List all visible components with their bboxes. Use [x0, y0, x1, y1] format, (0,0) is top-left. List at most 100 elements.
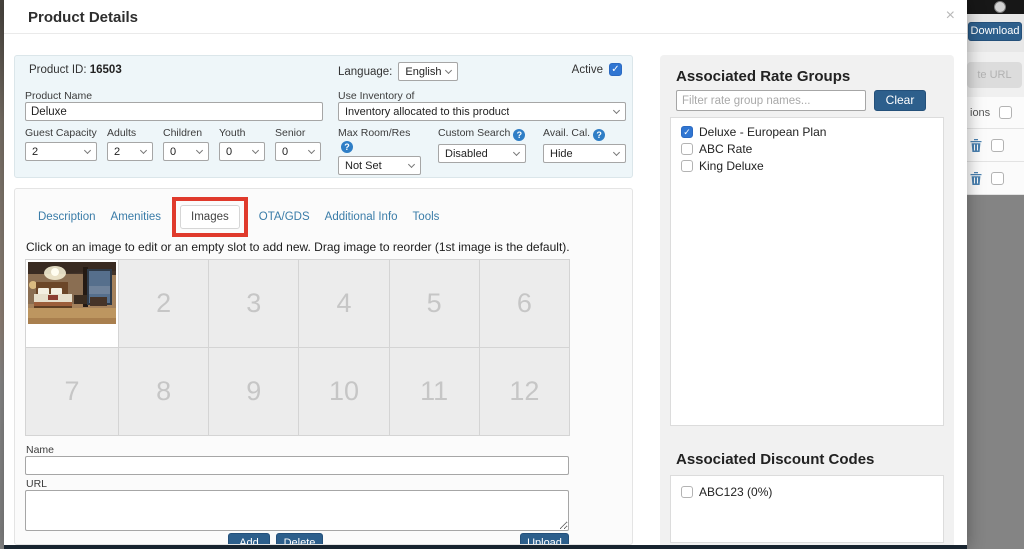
image-url-label: URL: [26, 478, 48, 490]
tab-amenities[interactable]: Amenities: [110, 211, 162, 223]
background-navbar: [967, 0, 1024, 14]
chevron-down-icon: [512, 148, 521, 156]
use-inventory-label: Use Inventory of: [338, 90, 415, 102]
image-slot-8[interactable]: 8: [119, 348, 209, 435]
chevron-down-icon: [612, 148, 621, 156]
image-slot-grid: 2 3 4 5 6 7 8 9 10 11 12: [25, 259, 570, 436]
rate-groups-list: Deluxe - European Plan ABC Rate King Del…: [670, 117, 944, 426]
tab-additional-info[interactable]: Additional Info: [324, 211, 398, 223]
rate-group-label: ABC Rate: [699, 142, 753, 156]
product-id-value: 16503: [89, 64, 122, 76]
rate-group-item[interactable]: ABC Rate: [671, 141, 943, 158]
use-inventory-select[interactable]: Inventory allocated to this product: [338, 102, 626, 121]
image-slot-1[interactable]: [26, 260, 118, 347]
associations-panel: Associated Rate Groups Clear Deluxe - Eu…: [660, 55, 954, 549]
chevron-down-icon: [139, 146, 148, 154]
image-slot-10[interactable]: 10: [299, 348, 389, 435]
image-slot-11[interactable]: 11: [389, 348, 479, 435]
avatar[interactable]: [994, 1, 1006, 13]
max-room-res-select[interactable]: Not Set: [338, 156, 421, 175]
custom-search-select[interactable]: Disabled: [438, 144, 526, 163]
close-icon[interactable]: ×: [945, 7, 955, 24]
max-room-res-label: Max Room/Res?: [338, 127, 411, 153]
download-button[interactable]: Download: [968, 22, 1022, 41]
header-divider: [4, 33, 967, 34]
background-page-sliver-left: [0, 0, 4, 549]
image-slot-7[interactable]: 7: [26, 348, 118, 435]
rate-group-item[interactable]: King Deluxe: [671, 158, 943, 175]
trash-icon[interactable]: [970, 138, 982, 152]
help-icon[interactable]: ?: [593, 129, 606, 141]
table-header-row: ions: [967, 97, 1024, 129]
image-url-textarea[interactable]: [25, 490, 569, 531]
language-value: English: [405, 65, 442, 78]
chevron-down-icon: [307, 146, 316, 154]
clear-button[interactable]: Clear: [874, 90, 926, 111]
active-checkbox[interactable]: [609, 63, 622, 76]
disabled-url-button: te URL: [967, 62, 1022, 88]
select-all-checkbox[interactable]: [999, 106, 1013, 119]
image-slot-2[interactable]: 2: [119, 260, 209, 347]
chevron-down-icon: [251, 146, 260, 154]
senior-select[interactable]: 0: [275, 142, 321, 161]
tab-ota-gds[interactable]: OTA/GDS: [258, 211, 310, 223]
guest-capacity-label: Guest Capacity: [25, 127, 97, 139]
use-inventory-value: Inventory allocated to this product: [345, 105, 510, 118]
rate-group-label: Deluxe - European Plan: [699, 125, 827, 139]
image-slot-3[interactable]: 3: [209, 260, 299, 347]
guest-capacity-select[interactable]: 2: [25, 142, 97, 161]
product-id: Product ID: 16503: [29, 64, 122, 76]
delete-button[interactable]: Delete: [276, 533, 323, 544]
discount-codes-list: ABC123 (0%): [670, 475, 944, 543]
image-slot-5[interactable]: 5: [389, 260, 479, 347]
upload-button[interactable]: Upload: [520, 533, 569, 544]
background-page-strip: Download te URL ions: [967, 0, 1024, 549]
help-icon[interactable]: ?: [341, 141, 353, 153]
product-id-label: Product ID:: [29, 64, 87, 76]
rate-group-filter-input[interactable]: [676, 90, 866, 111]
table-row: [967, 162, 1024, 195]
custom-search-label: Custom Search?: [438, 127, 526, 141]
trash-icon[interactable]: [970, 171, 982, 185]
image-slot-12[interactable]: 12: [479, 348, 569, 435]
youth-label: Youth: [219, 127, 246, 139]
youth-select[interactable]: 0: [219, 142, 265, 161]
help-icon[interactable]: ?: [513, 129, 526, 141]
add-button[interactable]: Add: [228, 533, 270, 544]
tab-bar: Description Amenities Images OTA/GDS Add…: [38, 197, 440, 237]
room-photo-thumbnail: [28, 262, 116, 324]
row-checkbox[interactable]: [991, 138, 1004, 152]
tab-images[interactable]: Images: [180, 205, 240, 229]
product-name-input[interactable]: [25, 102, 323, 121]
children-select[interactable]: 0: [163, 142, 209, 161]
senior-label: Senior: [275, 127, 306, 139]
discount-code-checkbox[interactable]: [681, 486, 693, 498]
image-slot-4[interactable]: 4: [299, 260, 389, 347]
product-name-label: Product Name: [25, 90, 93, 102]
product-details-modal: Product Details × Product ID: 16503 Lang…: [4, 0, 967, 549]
rate-group-checkbox[interactable]: [681, 160, 693, 172]
rate-group-label: King Deluxe: [699, 159, 764, 173]
rate-group-checkbox[interactable]: [681, 143, 693, 155]
modal-title: Product Details: [28, 9, 139, 26]
adults-select[interactable]: 2: [107, 142, 153, 161]
language-label: Language:: [338, 65, 393, 78]
chevron-down-icon: [195, 146, 204, 154]
image-name-label: Name: [26, 444, 55, 456]
discount-code-label: ABC123 (0%): [699, 485, 773, 499]
discount-code-item[interactable]: ABC123 (0%): [671, 476, 943, 501]
row-checkbox[interactable]: [991, 171, 1004, 185]
tab-description[interactable]: Description: [38, 211, 96, 223]
language-select[interactable]: English: [398, 62, 459, 81]
active-label: Active: [571, 63, 603, 76]
tab-tools[interactable]: Tools: [412, 211, 440, 223]
rate-group-checkbox-checked[interactable]: [681, 126, 693, 138]
image-name-input[interactable]: [25, 456, 569, 475]
discount-codes-heading: Associated Discount Codes: [676, 451, 875, 468]
image-slot-9[interactable]: 9: [209, 348, 299, 435]
background-table: ions: [967, 97, 1024, 195]
image-slot-6[interactable]: 6: [479, 260, 569, 347]
avail-cal-select[interactable]: Hide: [543, 144, 626, 163]
rate-group-item[interactable]: Deluxe - European Plan: [671, 118, 943, 141]
